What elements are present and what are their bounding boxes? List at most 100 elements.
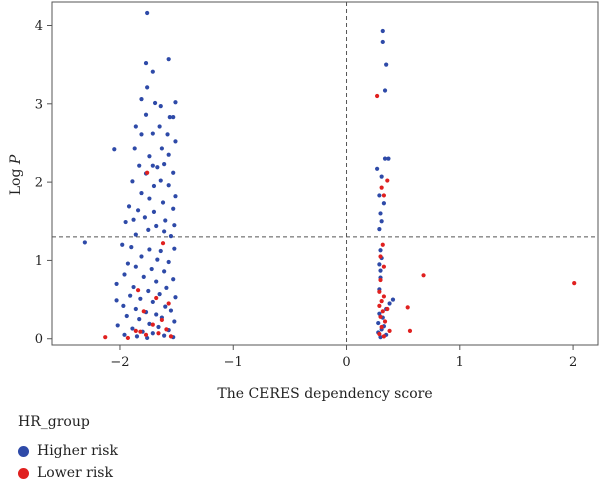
point-higher-risk (150, 163, 155, 168)
point-higher-risk (143, 112, 149, 117)
point-lower-risk (572, 281, 577, 286)
point-lower-risk (381, 193, 387, 198)
x-tick-label: −1 (224, 355, 243, 370)
point-higher-risk (171, 170, 176, 175)
point-higher-risk (378, 268, 383, 273)
point-higher-risk (138, 296, 143, 301)
point-higher-risk (152, 100, 158, 106)
point-lower-risk (133, 328, 138, 334)
point-lower-risk (377, 289, 382, 294)
point-higher-risk (154, 279, 159, 284)
point-higher-risk (378, 248, 383, 253)
point-higher-risk (172, 223, 177, 228)
point-higher-risk (378, 211, 383, 216)
point-higher-risk (158, 248, 163, 254)
point-higher-risk (158, 178, 163, 183)
point-lower-risk (385, 178, 390, 183)
point-higher-risk (171, 115, 176, 120)
point-lower-risk (380, 309, 385, 314)
point-higher-risk (147, 154, 152, 159)
point-higher-risk (132, 146, 137, 151)
x-axis-title: The CERES dependency score (217, 386, 432, 402)
point-higher-risk (387, 301, 392, 306)
point-lower-risk (375, 93, 380, 99)
point-higher-risk (150, 299, 155, 305)
point-higher-risk (156, 324, 161, 330)
point-higher-risk (150, 331, 155, 336)
point-higher-risk (172, 246, 177, 251)
point-higher-risk (139, 254, 144, 259)
point-higher-risk (172, 319, 177, 324)
x-tick-label: −2 (110, 355, 129, 370)
point-higher-risk (130, 326, 135, 331)
point-higher-risk (122, 332, 127, 337)
point-higher-risk (166, 183, 171, 188)
point-lower-risk (156, 331, 161, 336)
point-higher-risk (146, 227, 151, 232)
point-higher-risk (151, 183, 157, 189)
point-lower-risk (160, 241, 166, 246)
point-higher-risk (166, 259, 171, 265)
legend-label-higher-risk: Higher risk (37, 443, 118, 459)
y-tick-label: 2 (35, 176, 43, 191)
y-axis-ticks: 0 1 2 3 4 (35, 19, 52, 347)
point-higher-risk (151, 209, 157, 214)
point-higher-risk (162, 269, 167, 274)
point-higher-risk (379, 174, 384, 179)
point-higher-risk (377, 227, 382, 232)
point-higher-risk (168, 234, 174, 239)
plot-frame (51, 1, 599, 346)
point-higher-risk (112, 147, 117, 152)
x-tick-label: 0 (342, 355, 350, 370)
point-higher-risk (162, 333, 167, 338)
point-higher-risk (115, 323, 120, 328)
point-higher-risk (377, 262, 382, 267)
point-lower-risk (378, 314, 383, 319)
point-higher-risk (171, 277, 176, 282)
y-axis-title-prefix: Log (8, 164, 24, 195)
point-lower-risk (125, 335, 130, 341)
point-lower-risk (166, 301, 171, 306)
point-higher-risk (163, 218, 168, 223)
point-lower-risk (143, 332, 149, 337)
point-higher-risk (128, 293, 133, 298)
point-higher-risk (165, 132, 170, 137)
point-lower-risk (377, 331, 382, 337)
point-higher-risk (162, 229, 167, 234)
point-higher-risk (147, 321, 152, 326)
point-higher-risk (131, 217, 136, 222)
x-tick-label: 2 (569, 355, 577, 370)
point-higher-risk (379, 219, 384, 224)
point-higher-risk (131, 284, 136, 290)
point-higher-risk (377, 193, 382, 198)
point-lower-risk (405, 305, 410, 310)
point-higher-risk (120, 242, 125, 247)
legend-marker-higher-risk (18, 445, 29, 457)
point-higher-risk (380, 28, 385, 34)
point-higher-risk (390, 297, 396, 302)
point-higher-risk (375, 166, 380, 171)
point-higher-risk (163, 304, 168, 309)
point-higher-risk (133, 124, 138, 129)
legend-item-lower-risk: Lower risk (18, 462, 118, 484)
point-higher-risk (114, 281, 119, 287)
point-higher-risk (171, 206, 176, 211)
point-lower-risk (138, 329, 143, 334)
y-axis-title-italic: P (8, 154, 24, 165)
point-higher-risk (122, 272, 127, 277)
point-lower-risk (382, 319, 388, 324)
point-higher-risk (386, 156, 391, 161)
point-higher-risk (126, 204, 132, 209)
point-higher-risk (121, 303, 126, 308)
point-lower-risk (381, 334, 387, 339)
point-higher-risk (384, 62, 389, 67)
y-axis-title: Log P (8, 154, 24, 195)
point-higher-risk (124, 313, 129, 319)
point-higher-risk (155, 257, 160, 262)
point-lower-risk (407, 328, 413, 334)
point-lower-risk (380, 242, 385, 247)
point-higher-risk (137, 317, 142, 322)
point-higher-risk (158, 104, 163, 109)
point-lower-risk (379, 324, 384, 330)
legend-label-lower-risk: Lower risk (37, 465, 113, 481)
